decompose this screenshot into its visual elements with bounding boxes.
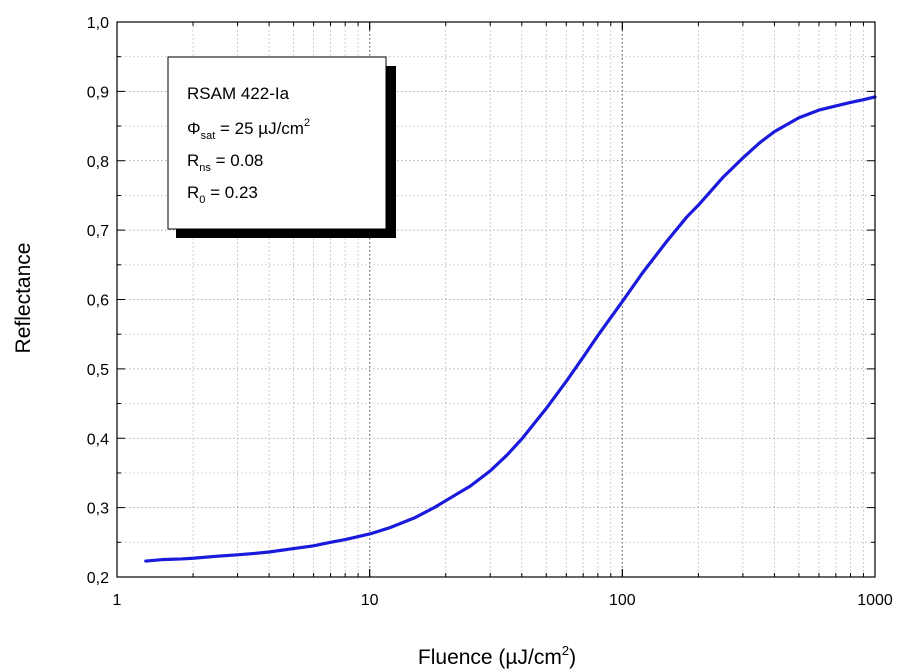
x-tick-label: 1: [113, 592, 122, 609]
axis-ticks: [117, 21, 875, 578]
y-tick-label: 0,2: [87, 570, 109, 587]
reflectance-curve: [144, 95, 877, 563]
x-tick-label: 100: [609, 592, 636, 609]
annotation-phi-sat: Φsat = 25 µJ/cm2: [187, 117, 310, 142]
y-tick-label: 0,7: [87, 223, 109, 240]
tick-labels: 1 10 100 1000 0,2 0,3 0,4 0,5 0,6 0,7 0,8 0,9 1,0: [87, 15, 893, 609]
annotation-panel: [167, 56, 387, 230]
y-tick-label: 0,6: [87, 293, 109, 310]
annotation-sample: RSAM 422-Ia: [187, 84, 290, 103]
y-tick-label: 0,4: [87, 431, 109, 448]
annotation-box: RSAM 422-Ia Φsat = 25 µJ/cm2 Rns = 0.08 …: [167, 56, 396, 238]
y-tick-label: 0,8: [87, 154, 109, 171]
annotation-rns: Rns = 0.08: [187, 151, 263, 174]
y-tick-label: 0,5: [87, 362, 109, 379]
x-axis-title: Fluence (µJ/cm2): [418, 643, 576, 669]
plot-frame: [116, 21, 876, 578]
y-tick-label: 0,3: [87, 501, 109, 518]
y-axis-title: Reflectance: [12, 243, 35, 354]
x-tick-label: 1000: [857, 592, 893, 609]
x-tick-label: 10: [361, 592, 379, 609]
annotation-r0: R0 = 0.23: [187, 183, 258, 206]
y-tick-label: 1,0: [87, 15, 109, 32]
y-tick-label: 0,9: [87, 84, 109, 101]
